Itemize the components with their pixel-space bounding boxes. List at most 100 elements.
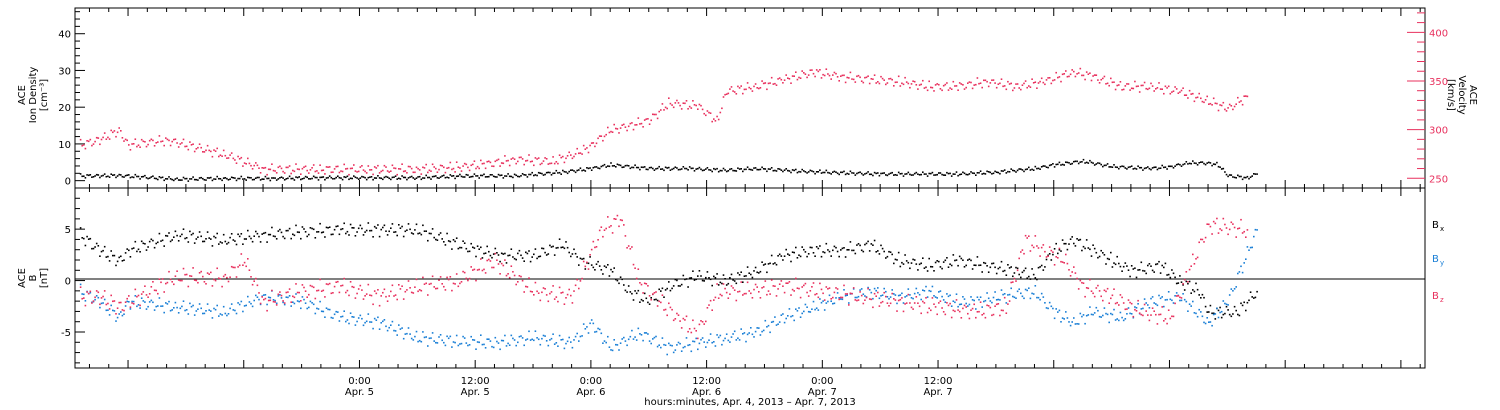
velocity-point xyxy=(1106,82,1109,85)
bx-point xyxy=(354,235,357,237)
velocity-point xyxy=(814,75,816,78)
bz-point xyxy=(557,300,559,303)
bx-point xyxy=(756,271,758,274)
by-point xyxy=(645,332,648,334)
bz-point xyxy=(716,283,718,285)
velocity-point xyxy=(427,171,429,174)
bx-point xyxy=(692,270,694,272)
density-point xyxy=(557,172,559,174)
bx-point xyxy=(441,238,443,240)
bz-point xyxy=(1188,268,1191,271)
by-point xyxy=(926,296,929,298)
velocity-point xyxy=(200,146,202,149)
bx-point xyxy=(893,262,895,265)
bz-point xyxy=(1119,294,1122,296)
velocity-point xyxy=(97,137,100,139)
bz-point xyxy=(896,310,898,312)
velocity-point xyxy=(901,82,903,85)
bx-point xyxy=(517,252,519,255)
by-point xyxy=(1256,229,1258,231)
velocity-point xyxy=(476,165,479,168)
bz-point xyxy=(849,292,852,295)
bz-series xyxy=(79,214,1249,340)
bz-point xyxy=(1134,308,1136,311)
bx-point xyxy=(382,226,384,229)
bx-point xyxy=(703,280,705,282)
velocity-point xyxy=(489,161,492,164)
density-point xyxy=(157,178,159,181)
velocity-point xyxy=(775,84,778,86)
density-point xyxy=(317,179,320,181)
velocity-point xyxy=(418,169,421,171)
by-point xyxy=(843,289,845,291)
bx-point xyxy=(205,238,207,240)
velocity-point xyxy=(1026,86,1028,89)
bx-point xyxy=(507,254,509,257)
by-point xyxy=(525,339,527,341)
bx-point xyxy=(640,298,643,301)
velocity-point xyxy=(799,77,802,79)
bx-point xyxy=(314,237,317,239)
density-point xyxy=(811,170,813,172)
bx-point xyxy=(627,285,630,287)
by-point xyxy=(1201,315,1204,318)
bx-point xyxy=(647,301,649,304)
velocity-point xyxy=(1113,81,1115,83)
bx-point xyxy=(774,262,776,264)
bz-point xyxy=(1012,281,1014,283)
bz-point xyxy=(970,309,972,311)
bz-point xyxy=(309,284,312,287)
by-point xyxy=(637,327,640,330)
bx-point xyxy=(306,235,308,238)
by-point xyxy=(658,344,660,346)
by-point xyxy=(557,345,559,347)
by-point xyxy=(754,330,757,333)
velocity-point xyxy=(227,157,230,159)
velocity-point xyxy=(661,103,664,105)
velocity-point xyxy=(994,82,996,84)
density-point xyxy=(613,165,615,167)
by-point xyxy=(545,340,548,342)
velocity-point xyxy=(915,84,918,86)
bz-point xyxy=(362,298,365,300)
velocity-point xyxy=(952,80,955,83)
density-point xyxy=(256,176,259,179)
velocity-point xyxy=(150,138,153,141)
by-point xyxy=(1073,317,1075,319)
velocity-point xyxy=(1069,73,1072,76)
velocity-point xyxy=(1217,109,1220,112)
velocity-point xyxy=(234,159,236,161)
bx-point xyxy=(120,255,122,258)
bx-point xyxy=(791,251,794,253)
density-point xyxy=(1172,167,1175,169)
density-point xyxy=(639,168,641,171)
bz-point xyxy=(472,269,474,271)
by-point xyxy=(1206,317,1208,319)
bx-point xyxy=(891,253,893,256)
density-point xyxy=(679,168,681,171)
by-point xyxy=(211,317,214,319)
bz-point xyxy=(1166,322,1168,325)
bx-point xyxy=(365,229,368,232)
density-tick-label: 0 xyxy=(65,177,71,188)
bz-point xyxy=(979,301,982,303)
bx-point xyxy=(240,233,243,235)
density-point xyxy=(687,169,689,171)
by-point xyxy=(285,296,288,298)
bz-point xyxy=(398,284,400,286)
density-point xyxy=(563,170,566,173)
density-point xyxy=(1040,166,1043,168)
by-point xyxy=(607,335,609,338)
velocity-point xyxy=(910,83,913,85)
density-point xyxy=(1158,167,1160,170)
density-point xyxy=(222,177,225,179)
velocity-point xyxy=(335,165,337,168)
bx-point xyxy=(1028,275,1030,278)
bx-point xyxy=(868,250,871,252)
velocity-point xyxy=(1211,104,1213,106)
by-point xyxy=(965,302,967,305)
by-point xyxy=(512,337,514,340)
velocity-point xyxy=(905,81,908,83)
bz-point xyxy=(608,226,611,228)
bz-point xyxy=(613,218,615,220)
